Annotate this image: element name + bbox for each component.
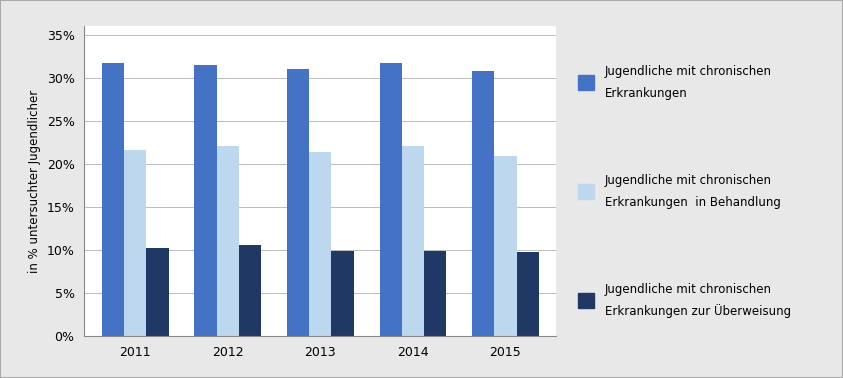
- Bar: [472, 71, 494, 336]
- Text: Erkrankungen  in Behandlung: Erkrankungen in Behandlung: [604, 196, 781, 209]
- Bar: [309, 152, 331, 336]
- Bar: [147, 248, 169, 336]
- Bar: [494, 156, 517, 336]
- Text: Jugendliche mit chronischen: Jugendliche mit chronischen: [604, 65, 771, 78]
- Y-axis label: in % untersuchter Jugendlicher: in % untersuchter Jugendlicher: [28, 90, 41, 273]
- Bar: [578, 75, 594, 90]
- Bar: [217, 146, 239, 336]
- Bar: [124, 150, 147, 336]
- Bar: [578, 293, 594, 308]
- Text: Jugendliche mit chronischen: Jugendliche mit chronischen: [604, 174, 771, 187]
- Bar: [424, 251, 446, 336]
- Text: Jugendliche mit chronischen: Jugendliche mit chronischen: [604, 283, 771, 296]
- Bar: [102, 64, 124, 336]
- Bar: [287, 69, 309, 336]
- Bar: [195, 65, 217, 336]
- Bar: [578, 184, 594, 199]
- Text: Erkrankungen zur Überweisung: Erkrankungen zur Überweisung: [604, 305, 791, 318]
- Text: Erkrankungen: Erkrankungen: [604, 87, 687, 100]
- Bar: [517, 252, 539, 336]
- Bar: [379, 63, 402, 336]
- Bar: [402, 146, 424, 336]
- Bar: [239, 245, 261, 336]
- Bar: [331, 251, 354, 336]
